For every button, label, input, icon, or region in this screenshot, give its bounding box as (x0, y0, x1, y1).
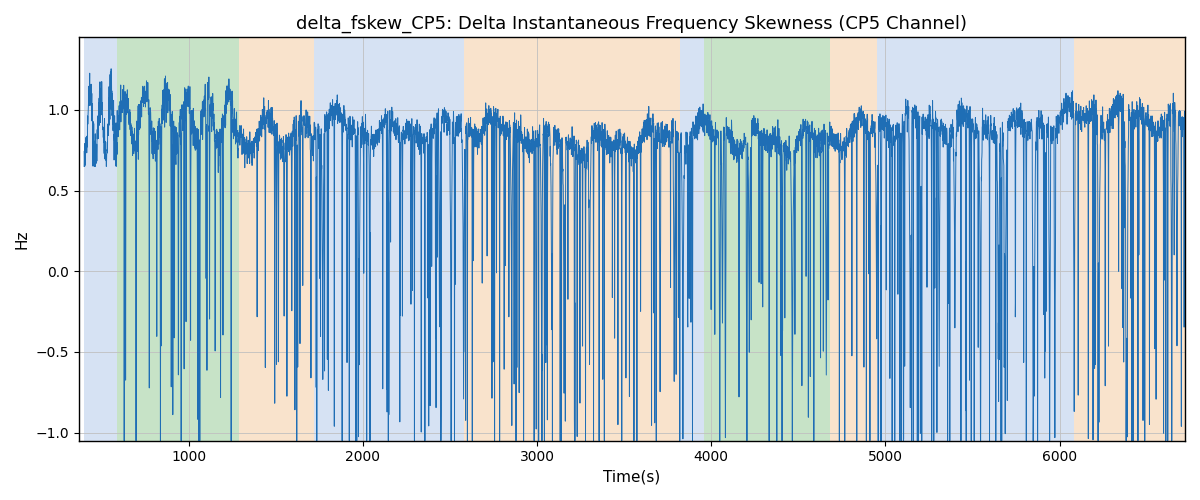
Bar (680, 38, 704, 440)
Y-axis label: Hz: Hz (14, 230, 30, 249)
Bar (118, 38, 239, 440)
Title: delta_fskew_CP5: Delta Instantaneous Frequency Skewness (CP5 Channel): delta_fskew_CP5: Delta Instantaneous Fre… (296, 15, 967, 34)
Bar (877, 38, 1074, 440)
Bar (314, 38, 464, 440)
X-axis label: Time(s): Time(s) (604, 470, 660, 485)
Bar (829, 38, 877, 440)
Bar (84, 38, 118, 440)
Bar (464, 38, 680, 440)
Bar (704, 38, 829, 440)
Bar (239, 38, 314, 440)
Bar (1074, 38, 1184, 440)
